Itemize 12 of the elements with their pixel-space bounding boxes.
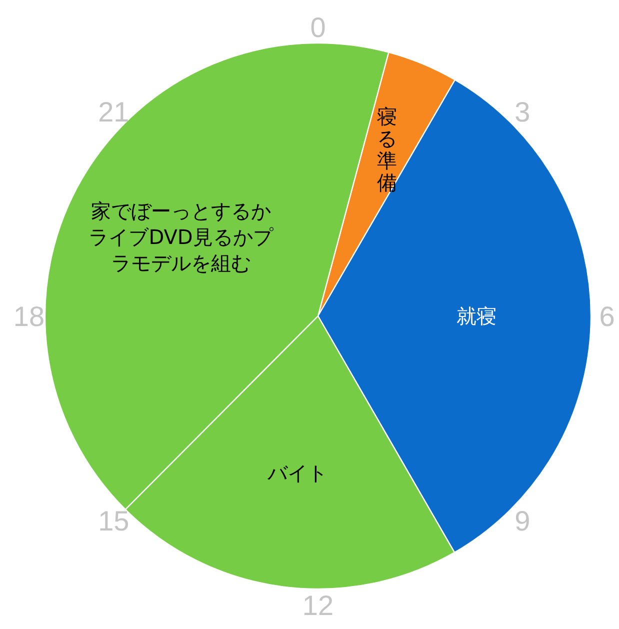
text: 18	[13, 301, 45, 332]
slice-label: 寝る準備	[377, 104, 398, 195]
text: 21	[98, 96, 130, 128]
text: 3	[514, 96, 530, 128]
text: 15	[98, 505, 130, 536]
slice-label: 家でぼーっとするかライブDVD見るかプラモデルを組む	[88, 198, 274, 276]
text: 6	[599, 301, 615, 332]
slice-label: バイト	[267, 460, 328, 486]
slice-label: 就寝	[456, 303, 496, 330]
text: 9	[514, 505, 530, 536]
text: 0	[310, 12, 326, 43]
text: 12	[302, 590, 334, 621]
